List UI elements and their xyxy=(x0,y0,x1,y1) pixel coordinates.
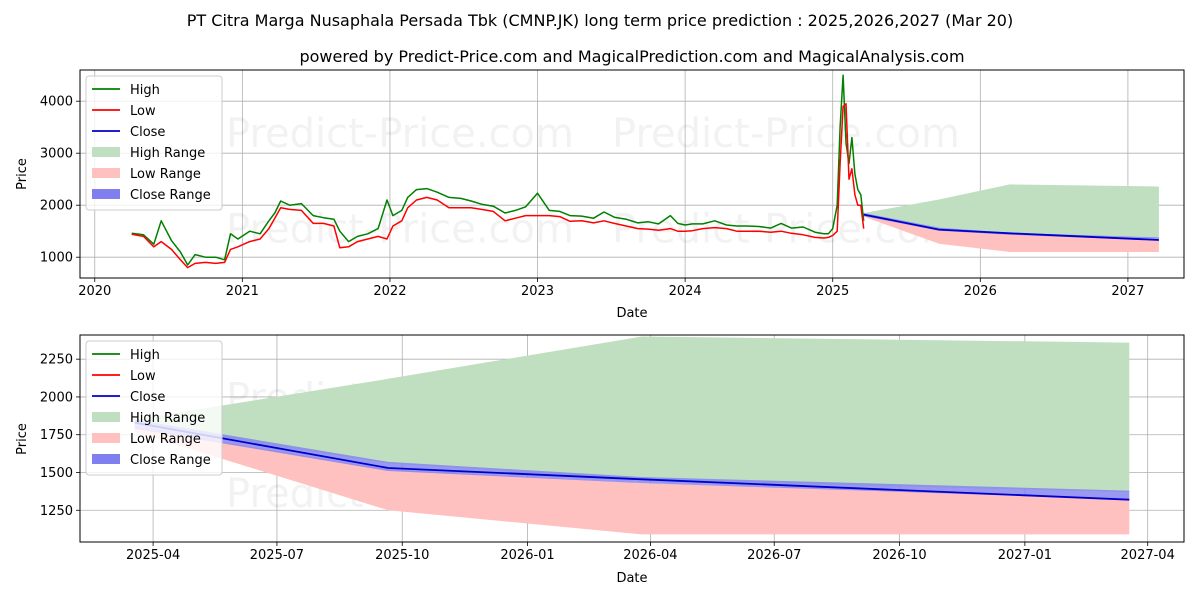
x-tick-label: 2027-04 xyxy=(1121,548,1175,563)
y-tick-label: 1250 xyxy=(40,504,73,519)
x-tick-label: 2026-10 xyxy=(872,548,926,563)
close-range-band xyxy=(134,419,1130,500)
y-tick-label: 3000 xyxy=(40,147,73,162)
watermark-text: Predict-Price.com xyxy=(226,111,574,157)
x-tick-label: 2026-07 xyxy=(747,548,801,563)
y-tick-label: 1000 xyxy=(40,251,73,266)
close-line xyxy=(134,421,1130,501)
x-tick-label: 2022 xyxy=(373,284,406,299)
history-ticks: 2020 2021 2022 2023 2024 2025 2026 2027 1000 2000… xyxy=(40,95,1145,299)
legend-close-range-swatch xyxy=(92,189,120,199)
history-watermarks: Predict-Price.com Predict-Price.com Predic… xyxy=(226,111,960,253)
legend-high-label: High xyxy=(130,348,160,363)
legend-high-range-swatch xyxy=(92,147,120,157)
legend-high-range-label: High Range xyxy=(130,146,205,161)
y-tick-label: 1750 xyxy=(40,428,73,443)
x-tick-label: 2025 xyxy=(816,284,849,299)
x-tick-label: 2025-10 xyxy=(375,548,429,563)
x-tick-label: 2025-04 xyxy=(126,548,180,563)
history-series xyxy=(131,74,1159,269)
y-tick-label: 4000 xyxy=(40,95,73,110)
legend-low-range-swatch xyxy=(92,168,120,178)
history-panel: Predict-Price.com Predict-Price.com Predic… xyxy=(15,69,1185,321)
legend-close-range-label: Close Range xyxy=(130,188,211,203)
y-tick-label: 2250 xyxy=(40,353,73,368)
legend-high-range-swatch xyxy=(92,412,120,422)
forecast-ticks: 2025-04 2025-07 2025-10 2026-01 2026-04 2026-… xyxy=(40,353,1175,563)
high-line xyxy=(131,74,865,266)
x-tick-label: 2027 xyxy=(1111,284,1144,299)
watermark-text: Predict-Price.com xyxy=(612,111,960,157)
history-ylabel: Price xyxy=(15,158,30,190)
legend-high-range-label: High Range xyxy=(130,411,205,426)
chart-title: PT Citra Marga Nusaphala Persada Tbk (CM… xyxy=(187,11,1013,30)
legend-close-range-label: Close Range xyxy=(130,453,211,468)
y-tick-label: 2000 xyxy=(40,390,73,405)
x-tick-label: 2027-01 xyxy=(998,548,1052,563)
forecast-plot-frame xyxy=(79,334,1185,543)
forecast-series xyxy=(134,336,1130,535)
y-tick-label: 1500 xyxy=(40,466,73,481)
x-tick-label: 2026-04 xyxy=(623,548,677,563)
history-xlabel: Date xyxy=(616,306,647,321)
low-range-band xyxy=(863,215,1159,252)
watermark-text: Predict-Price.com xyxy=(226,207,574,253)
history-plot-frame xyxy=(79,69,1185,279)
legend-low-label: Low xyxy=(130,369,156,384)
forecast-ylabel: Price xyxy=(15,423,30,455)
legend-low-range-label: Low Range xyxy=(130,432,201,447)
x-tick-label: 2023 xyxy=(521,284,554,299)
legend-high-label: High xyxy=(130,83,160,98)
legend-low-range-label: Low Range xyxy=(130,167,201,182)
high-range-band xyxy=(134,336,1130,493)
forecast-panel: Predict-Price.comPredict-Price.comPredic… xyxy=(15,334,1185,586)
low-range-band xyxy=(134,427,1130,535)
legend-low-label: Low xyxy=(130,104,156,119)
low-line xyxy=(131,103,865,269)
legend-close-range-swatch xyxy=(92,454,120,464)
x-tick-label: 2026 xyxy=(964,284,997,299)
x-tick-label: 2020 xyxy=(78,284,111,299)
x-tick-label: 2025-07 xyxy=(250,548,304,563)
legend-low-range-swatch xyxy=(92,433,120,443)
legend-close-label: Close xyxy=(130,125,165,140)
x-tick-label: 2024 xyxy=(669,284,702,299)
y-tick-label: 2000 xyxy=(40,199,73,214)
history-legend: High Low Close High Range Low Range Close Ran… xyxy=(85,75,223,211)
legend-close-label: Close xyxy=(130,390,165,405)
x-tick-label: 2021 xyxy=(226,284,259,299)
forecast-xlabel: Date xyxy=(616,571,647,586)
close-line xyxy=(863,213,1159,241)
x-tick-label: 2026-01 xyxy=(500,548,554,563)
high-range-band xyxy=(863,184,1159,238)
chart-subtitle: powered by Predict-Price.com and Magical… xyxy=(299,47,964,66)
forecast-legend: High Low Close High Range Low Range Close Ran… xyxy=(85,340,223,476)
